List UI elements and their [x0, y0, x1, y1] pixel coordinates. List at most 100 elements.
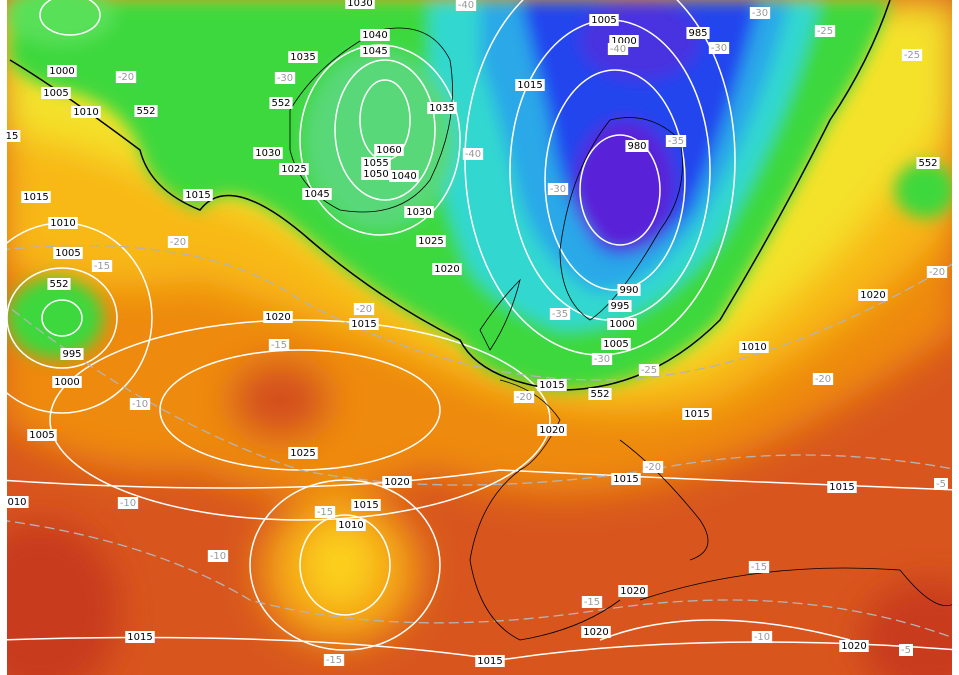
pressure-label-box	[361, 157, 391, 169]
pressure-label: 552	[134, 105, 158, 117]
pressure-label: 1000	[52, 376, 82, 388]
pressure-label: 1050	[361, 168, 391, 180]
pressure-label: 995	[60, 348, 84, 360]
pressure-label: 1015	[349, 318, 379, 330]
pressure-label-text: 552	[590, 389, 609, 400]
pressure-label-text: 1050	[363, 169, 388, 180]
pressure-label-text: 1015	[353, 500, 378, 511]
temperature-label: -15	[91, 260, 113, 272]
pressure-label: 1000	[47, 65, 77, 77]
pressure-label-box	[288, 447, 318, 459]
pressure-label-text: 1060	[376, 145, 401, 156]
temperature-label: -10	[117, 497, 139, 509]
temperature-label-text: -10	[754, 632, 770, 643]
pressure-label: 1015	[682, 408, 712, 420]
temperature-label-box	[353, 303, 375, 315]
pressure-label-box	[279, 163, 309, 175]
pressure-label-box	[21, 191, 51, 203]
pressure-label-box	[53, 247, 83, 259]
pressure-label-box	[52, 376, 82, 388]
pressure-label-text: 1020	[434, 264, 459, 275]
pressure-label-box	[345, 0, 375, 9]
pressure-label: 1015	[183, 189, 213, 201]
pressure-label: 1025	[279, 163, 309, 175]
temperature-label-box	[591, 353, 613, 365]
pressure-label: 1020	[537, 424, 567, 436]
isotherms	[7, 244, 952, 639]
temperature-label-box	[642, 461, 664, 473]
pressure-label: 1060	[374, 144, 404, 156]
pressure-label-box	[537, 379, 567, 391]
temperature-label: -20	[926, 266, 948, 278]
pressure-label: 1055	[361, 157, 391, 169]
pressure-label: 1015	[351, 499, 381, 511]
pressure-label-text: 1000	[49, 66, 74, 77]
pressure-label-text: 1015	[127, 632, 152, 643]
pressure-label-box	[361, 168, 391, 180]
temperature-label-box	[513, 391, 535, 403]
temperature-label-box	[814, 25, 836, 37]
pressure-label-text: 1005	[591, 15, 616, 26]
temperature-label: -40	[455, 0, 477, 11]
temperature-label: -30	[547, 183, 569, 195]
temperature-label-text: -30	[752, 8, 768, 19]
pressure-label-box	[389, 170, 419, 182]
pressure-label: 1020	[382, 476, 412, 488]
pressure-label: 1030	[345, 0, 375, 9]
pressure-label-text: 1030	[255, 148, 280, 159]
pressure-label-text: 1040	[362, 30, 387, 41]
temperature-label-text: -15	[326, 655, 342, 666]
pressure-label-box	[537, 424, 567, 436]
temperature-label: -20	[353, 303, 375, 315]
pressure-label-box	[27, 429, 57, 441]
pressure-label-text: 1015	[477, 656, 502, 667]
temperature-label: -30	[708, 42, 730, 54]
temperature-label-box	[751, 631, 773, 643]
pressure-label: 1020	[581, 626, 611, 638]
pressure-label: 552	[588, 388, 612, 400]
temperature-label-box	[167, 236, 189, 248]
temperature-label-text: -10	[210, 551, 226, 562]
pressure-label: 1005	[27, 429, 57, 441]
temperature-label: -5	[899, 644, 913, 656]
pressure-label: 15	[3, 130, 21, 142]
pressure-label-text: 1015	[613, 474, 638, 485]
temperature-label-box	[91, 260, 113, 272]
pressure-label-text: 1005	[43, 88, 68, 99]
temperature-label: -30	[749, 7, 771, 19]
pressure-label-text: 1020	[583, 627, 608, 638]
temperature-label-text: -30	[711, 43, 727, 54]
pressure-label-text: 1020	[265, 312, 290, 323]
pressure-label-box	[302, 188, 332, 200]
pressure-label-text: 1040	[391, 171, 416, 182]
pressure-label-box	[608, 300, 632, 312]
pressure-label-box	[374, 144, 404, 156]
temperature-label-box	[749, 7, 771, 19]
temperature-label-text: -15	[751, 562, 767, 573]
pressure-label: 552	[47, 278, 71, 290]
pressure-label-box	[625, 140, 649, 152]
temperature-label: -30	[274, 72, 296, 84]
pressure-label: 1020	[839, 640, 869, 652]
temperature-label-box	[207, 550, 229, 562]
temperature-label-text: -25	[904, 50, 920, 61]
pressure-label: 1020	[618, 585, 648, 597]
pressure-label-box	[263, 311, 293, 323]
temperature-label-text: -30	[594, 354, 610, 365]
temperature-label-box	[581, 596, 603, 608]
pressure-label-text: 1000	[611, 36, 636, 47]
temperature-label: -20	[167, 236, 189, 248]
pressure-label-text: 1020	[620, 586, 645, 597]
temperature-label: -15	[314, 506, 336, 518]
pressure-label-box	[739, 341, 769, 353]
pressure-label: 1005	[589, 14, 619, 26]
pressure-label-box	[5, 496, 29, 508]
pressure-label: 1020	[858, 289, 888, 301]
pressure-label-text: 1005	[55, 248, 80, 259]
pressure-label: 1040	[360, 29, 390, 41]
temperature-label: -25	[814, 25, 836, 37]
pressure-label-box	[288, 51, 318, 63]
temperature-label-box	[462, 148, 484, 160]
pressure-label-box	[427, 102, 457, 114]
